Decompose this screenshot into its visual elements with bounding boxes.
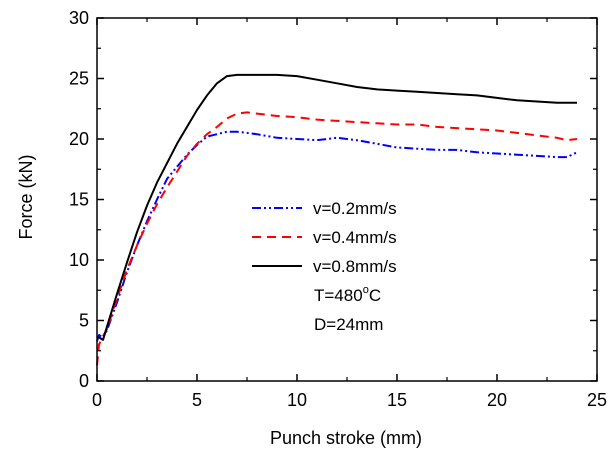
series-line-v-0-2mm-s (96, 130, 578, 342)
x-axis-title: Punch stroke (mm) (270, 428, 422, 448)
legend-label-v02: v=0.2mm/s (313, 199, 397, 218)
plot-frame (96, 17, 598, 382)
x-tick-label: 15 (387, 390, 407, 410)
legend-label-v08: v=0.8mm/s (313, 257, 397, 276)
y-tick-label: 5 (79, 311, 89, 331)
y-tick-label: 25 (69, 69, 89, 89)
x-tick-label: 5 (192, 390, 202, 410)
series-layer (96, 73, 578, 366)
y-tick-label: 15 (69, 190, 89, 210)
series-line-v-0-8mm-s (96, 73, 577, 341)
diameter-annotation: D=24mm (314, 315, 383, 334)
x-tick-label: 10 (287, 390, 307, 410)
y-tick-label: 20 (69, 129, 89, 149)
series-line-v-0-4mm-s (96, 111, 578, 366)
x-tick-label: 25 (587, 390, 607, 410)
y-axis-title: Force (kN) (16, 155, 36, 240)
y-tick-label: 0 (79, 371, 89, 391)
x-tick-label: 0 (92, 390, 102, 410)
legend: v=0.2mm/s v=0.4mm/s v=0.8mm/s (252, 199, 397, 276)
legend-label-v04: v=0.4mm/s (313, 228, 397, 247)
axis-tick-labels: 0 5 10 15 20 25 0 5 10 15 20 25 30 (69, 8, 607, 410)
temperature-annotation: T=480oC (314, 284, 381, 305)
y-tick-label: 30 (69, 8, 89, 28)
y-tick-label: 10 (69, 250, 89, 270)
x-tick-label: 20 (487, 390, 507, 410)
